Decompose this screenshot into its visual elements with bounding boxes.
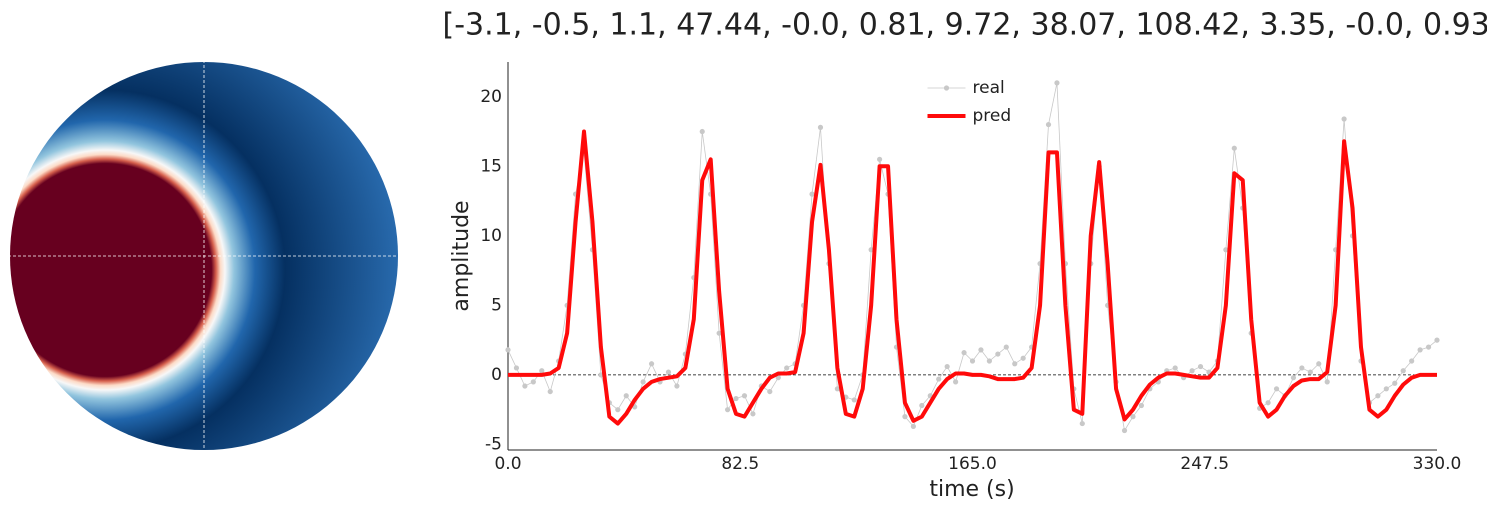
y-tick-label: 10: [480, 226, 502, 246]
series-line: [507, 82, 1438, 431]
data-point: [1299, 365, 1305, 371]
data-point: [1197, 363, 1204, 370]
x-tick-label: 82.5: [721, 454, 759, 474]
y-tick-label: -5: [485, 434, 502, 454]
data-point: [724, 407, 731, 413]
data-point: [910, 423, 916, 429]
data-point: [750, 411, 756, 417]
data-point: [505, 347, 511, 353]
data-point: [969, 358, 976, 364]
chart-title: [-3.1, -0.5, 1.1, 47.44, -0.0, 0.81, 9.7…: [443, 8, 1487, 43]
data-point: [1223, 247, 1229, 253]
data-point: [741, 393, 748, 399]
data-point: [1003, 344, 1009, 350]
data-point: [1138, 402, 1145, 409]
data-point: [1375, 393, 1381, 399]
data-point: [851, 397, 857, 403]
data-point: [767, 388, 773, 395]
data-point: [1265, 400, 1271, 406]
data-point: [834, 386, 840, 392]
data-point: [1316, 361, 1322, 367]
data-point: [1121, 427, 1128, 434]
data-point: [1307, 369, 1313, 375]
data-point: [1054, 80, 1060, 86]
data-point: [1417, 347, 1423, 353]
data-point: [902, 414, 908, 420]
data-point: [1341, 116, 1347, 122]
data-point: [1079, 420, 1085, 427]
data-point: [944, 363, 950, 370]
data-point: [1231, 145, 1237, 151]
data-point: [919, 402, 925, 409]
y-tick-label: 15: [480, 156, 502, 176]
data-point: [733, 395, 739, 402]
legend-label: real: [973, 78, 1005, 98]
data-point: [1273, 386, 1280, 392]
data-point: [784, 365, 790, 371]
data-point: [530, 379, 536, 385]
data-point: [1425, 344, 1432, 350]
data-point: [1400, 368, 1406, 374]
legend-swatch: [943, 85, 950, 91]
data-point: [1409, 358, 1415, 364]
data-point: [513, 365, 520, 371]
data-point: [877, 156, 883, 162]
x-tick-label: 330.0: [1413, 454, 1462, 474]
data-point: [539, 368, 545, 374]
data-point: [1324, 379, 1330, 385]
data-point: [1020, 355, 1026, 361]
heatmap-disc: [10, 62, 398, 450]
data-point: [1290, 375, 1297, 381]
data-point: [674, 383, 680, 389]
series-line: [508, 129, 1437, 426]
x-tick-label: 247.5: [1180, 454, 1229, 474]
data-point: [1434, 337, 1440, 343]
y-tick-label: 5: [491, 295, 502, 315]
y-tick-label: 20: [480, 87, 502, 107]
data-point: [1189, 368, 1195, 374]
data-point: [1392, 380, 1398, 386]
data-point: [978, 347, 984, 353]
data-point: [961, 350, 967, 356]
data-point: [615, 407, 621, 413]
x-tick-label: 165.0: [948, 454, 997, 474]
data-point: [809, 191, 815, 197]
data-point: [547, 388, 553, 395]
data-point: [522, 383, 528, 389]
data-point: [817, 124, 824, 130]
data-point: [648, 361, 655, 367]
data-point: [665, 369, 672, 375]
data-point: [640, 379, 646, 385]
data-point: [953, 379, 959, 385]
data-point: [623, 393, 629, 399]
data-point: [995, 351, 1001, 357]
data-point: [986, 358, 992, 364]
data-point: [1383, 386, 1389, 392]
data-point: [1045, 121, 1052, 128]
x-tick-label: 0.0: [494, 454, 521, 474]
data-point: [716, 330, 722, 336]
data-point: [1012, 361, 1018, 367]
x-axis-label: time (s): [929, 477, 1014, 502]
data-point: [1172, 365, 1178, 371]
y-axis-label: amplitude: [449, 200, 474, 311]
y-tick-label: 0: [491, 365, 502, 385]
data-point: [936, 376, 942, 382]
data-point: [1130, 414, 1136, 420]
legend-label: pred: [973, 106, 1012, 126]
data-point: [699, 128, 705, 135]
